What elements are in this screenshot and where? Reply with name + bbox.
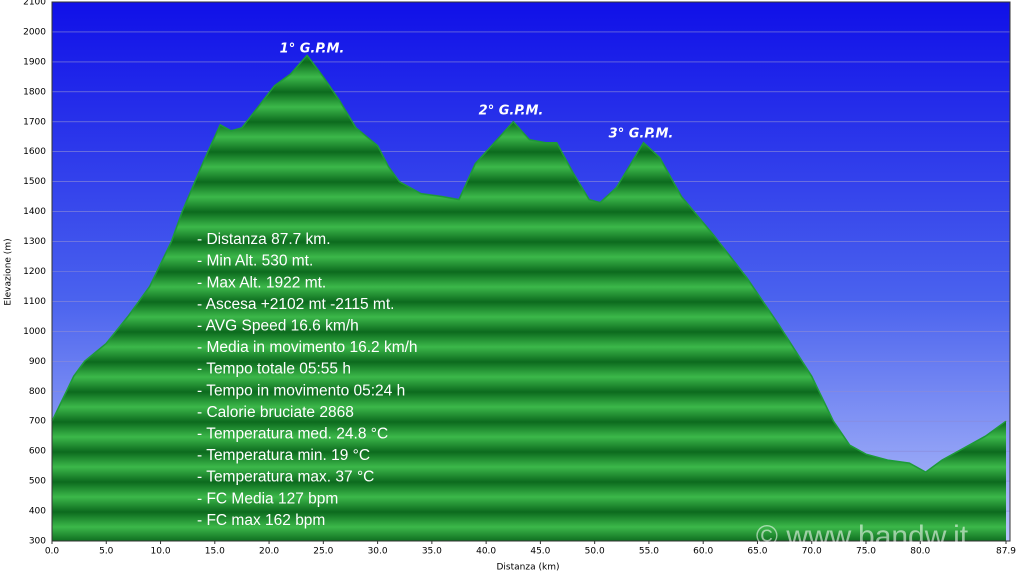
- y-tick-label: 1200: [23, 267, 46, 277]
- annotation: 1° G.P.M.: [280, 42, 345, 57]
- x-tick-label: 70.0: [802, 547, 822, 557]
- y-tick-label: 1700: [23, 117, 46, 127]
- stat-line: - Tempo totale 05:55 h: [197, 361, 351, 378]
- stat-line: - Temperatura min. 19 °C: [197, 447, 370, 464]
- x-tick-label: 35.0: [422, 547, 442, 557]
- x-tick-label: 0.0: [45, 547, 60, 557]
- x-axis-label: Distanza (km): [497, 563, 560, 573]
- y-tick-label: 2000: [23, 27, 46, 37]
- x-tick-label: 25.0: [313, 547, 333, 557]
- x-tick-label: 15.0: [205, 547, 225, 557]
- x-tick-label: 75.0: [856, 547, 876, 557]
- y-tick-label: 1500: [23, 177, 46, 187]
- y-tick-label: 1800: [23, 87, 46, 97]
- stat-line: - FC max 162 bpm: [197, 512, 325, 529]
- y-tick-label: 900: [29, 357, 46, 367]
- y-tick-label: 600: [29, 447, 46, 457]
- plot-border: [51, 1, 1011, 542]
- x-tick-label: 5.0: [99, 547, 114, 557]
- elevation-fill: [52, 55, 1006, 542]
- stat-line: - FC Media 127 bpm: [197, 490, 338, 507]
- y-tick-label: 400: [29, 507, 46, 517]
- annotation: 3° G.P.M.: [609, 127, 674, 142]
- stat-line: - Ascesa +2102 mt -2115 mt.: [197, 296, 394, 313]
- stat-line: - Min Alt. 530 mt.: [197, 253, 313, 270]
- y-tick-label: 1000: [23, 327, 46, 337]
- y-axis-label: Elevazione (m): [4, 238, 14, 305]
- y-tick-label: 2100: [23, 0, 46, 8]
- x-tick-label: 45.0: [530, 547, 550, 557]
- y-tick-label: 1100: [23, 297, 46, 307]
- y-tick-label: 1600: [23, 147, 46, 157]
- stat-line: - AVG Speed 16.6 km/h: [197, 317, 359, 334]
- stat-line: - Media in movimento 16.2 km/h: [197, 339, 418, 356]
- x-tick-label: 87.9: [996, 547, 1016, 557]
- elevation-profile: [51, 54, 1007, 473]
- stat-line: - Temperatura med. 24.8 °C: [197, 425, 388, 442]
- x-tick-label: 50.0: [585, 547, 605, 557]
- y-tick-label: 300: [29, 537, 46, 547]
- x-tick-label: 60.0: [693, 547, 713, 557]
- x-tick-label: 40.0: [476, 547, 496, 557]
- stat-line: - Tempo in movimento 05:24 h: [197, 382, 405, 399]
- y-tick-label: 1400: [23, 207, 46, 217]
- x-tick-label: 80.0: [910, 547, 930, 557]
- y-tick-label: 1900: [23, 57, 46, 67]
- watermark: © www.bandw.it: [756, 520, 969, 553]
- y-tick-label: 1300: [23, 237, 46, 247]
- x-tick-label: 65.0: [747, 547, 767, 557]
- y-tick-label: 800: [29, 387, 46, 397]
- x-tick-label: 10.0: [151, 547, 171, 557]
- annotation: 2° G.P.M.: [479, 104, 544, 119]
- stat-line: - Calorie bruciate 2868: [197, 404, 354, 421]
- y-tick-label: 700: [29, 417, 46, 427]
- x-tick-label: 55.0: [639, 547, 659, 557]
- stat-line: - Max Alt. 1922 mt.: [197, 274, 326, 291]
- y-tick-label: 500: [29, 477, 46, 487]
- stat-line: - Distanza 87.7 km.: [197, 231, 331, 248]
- stat-line: - Temperatura max. 37 °C: [197, 469, 374, 486]
- x-tick-label: 20.0: [259, 547, 279, 557]
- x-tick-label: 30.0: [368, 547, 388, 557]
